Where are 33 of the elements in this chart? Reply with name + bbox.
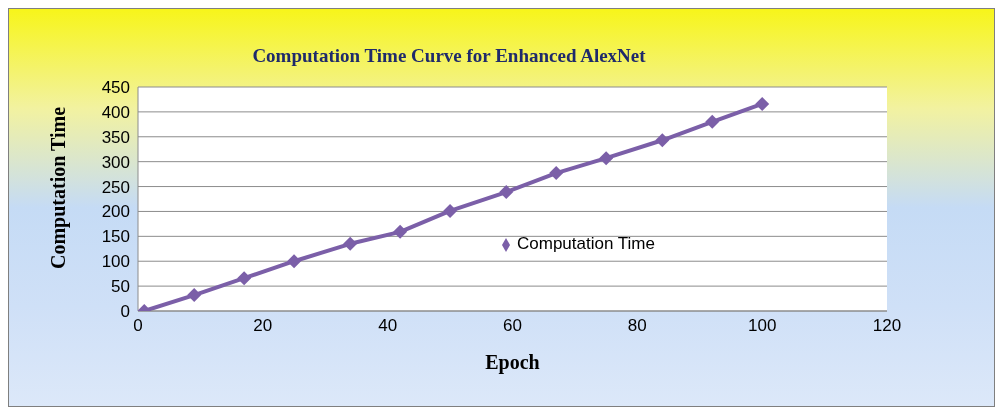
y-tick-label: 400 [101, 102, 130, 122]
y-tick-label: 350 [101, 127, 130, 147]
x-tick-label: 60 [503, 316, 522, 336]
point [549, 166, 564, 181]
point [443, 203, 458, 218]
point [187, 288, 202, 303]
legend-label: Computation Time [517, 234, 655, 253]
point [393, 224, 408, 239]
x-tick-label: 20 [253, 316, 273, 336]
point [655, 133, 670, 148]
y-tick-label: 100 [101, 252, 130, 272]
point [237, 271, 252, 286]
point [287, 254, 302, 269]
x-tick-label: 0 [133, 316, 143, 336]
chart-title: Computation Time Curve for Enhanced AlexNet [251, 45, 647, 67]
point [705, 114, 720, 129]
y-tick-label: 300 [101, 152, 130, 172]
point [343, 236, 358, 251]
y-tick-label: 450 [101, 78, 130, 98]
point [499, 185, 514, 200]
y-tick-label: 150 [101, 227, 130, 247]
point [599, 151, 614, 166]
x-axis-title: Epoch [485, 351, 540, 374]
y-tick-label: 200 [101, 202, 130, 222]
x-tick-label: 80 [627, 316, 647, 336]
y-tick-label: 50 [111, 277, 130, 297]
y-tick-label: 0 [120, 302, 130, 322]
x-tick-label: 120 [872, 316, 902, 336]
y-axis-title: Computation Time [47, 106, 71, 269]
point [755, 96, 770, 111]
y-tick-label: 250 [101, 177, 130, 197]
x-tick-label: 40 [378, 316, 398, 336]
x-tick-label: 100 [747, 316, 777, 336]
